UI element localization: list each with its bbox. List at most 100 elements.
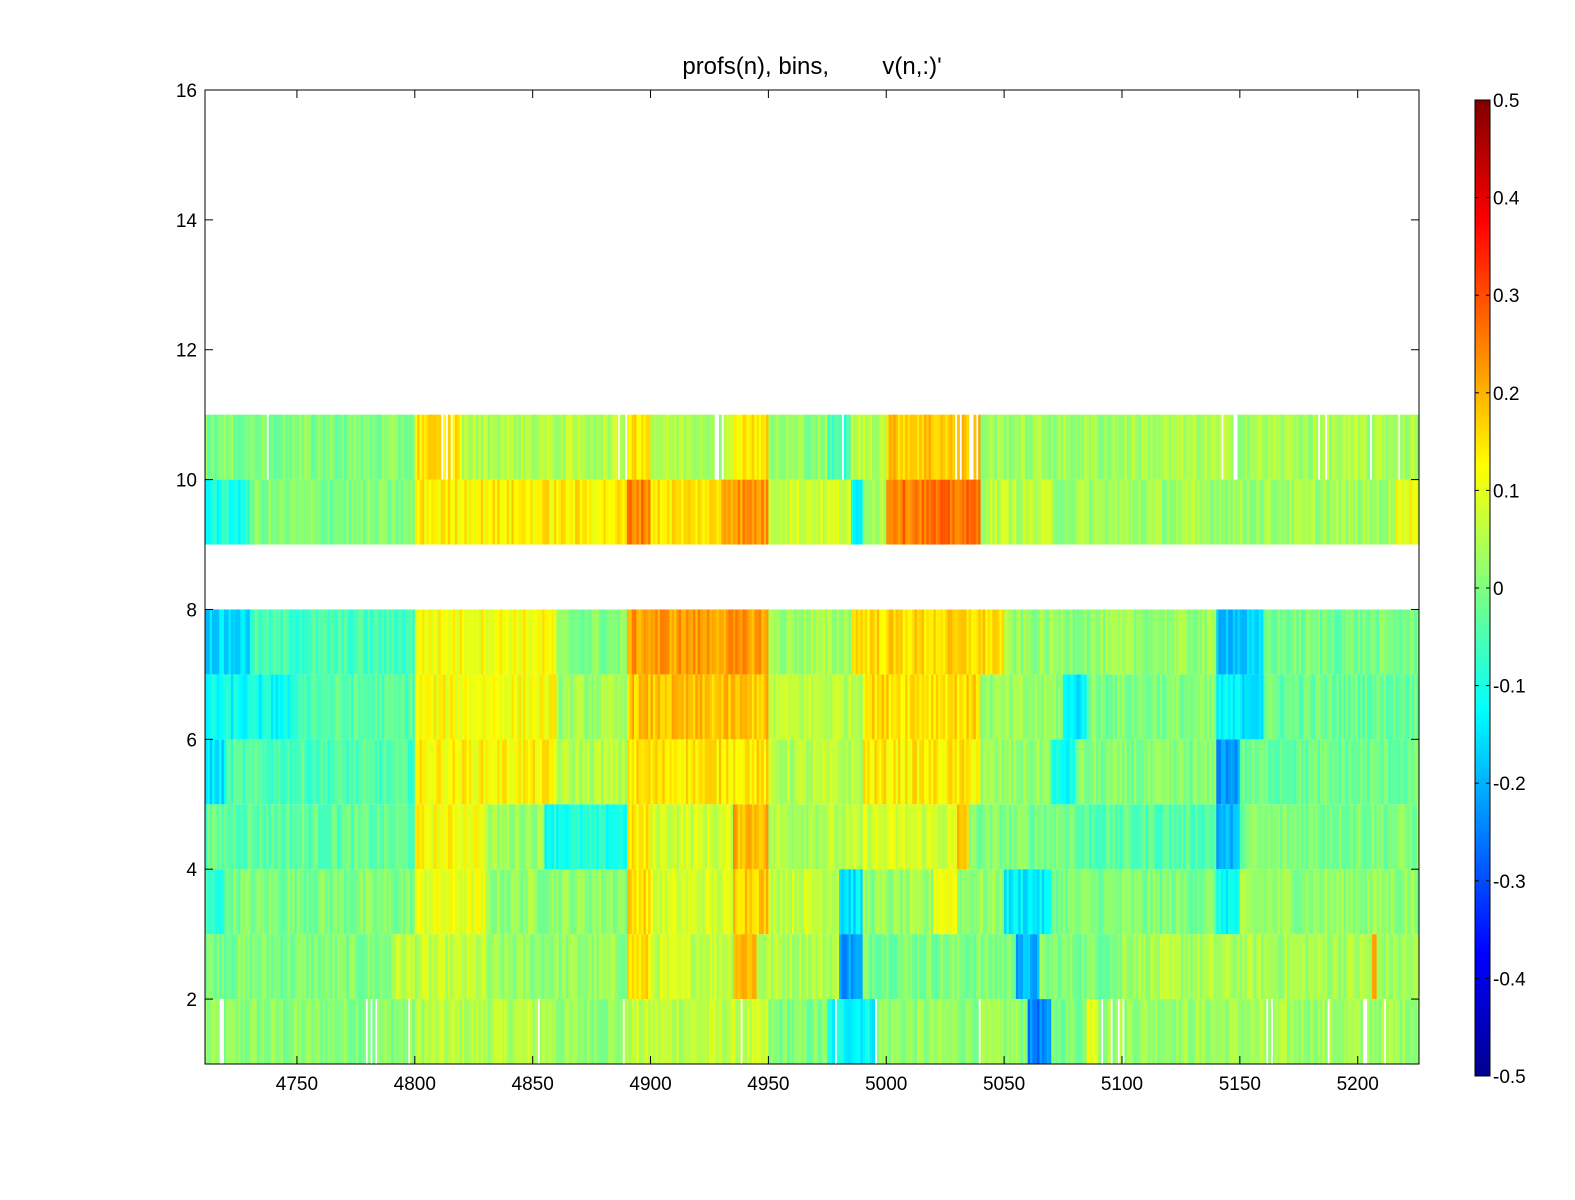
heatmap-cell (874, 479, 878, 545)
heatmap-cell (263, 999, 267, 1064)
heatmap-cell (648, 479, 652, 545)
heatmap-cell (299, 869, 303, 935)
heatmap-cell (1244, 609, 1248, 675)
heatmap-cell (829, 869, 833, 935)
heatmap-cell (480, 609, 484, 675)
heatmap-cell (259, 414, 263, 480)
heatmap-cell (907, 804, 911, 870)
heatmap-cell (445, 804, 449, 870)
heatmap-cell (947, 804, 951, 870)
heatmap-cell (605, 479, 609, 545)
heatmap-cell (487, 999, 491, 1064)
heatmap-cell (553, 999, 557, 1064)
heatmap-cell (1032, 674, 1036, 740)
heatmap-cell (973, 674, 977, 740)
heatmap-cell (985, 869, 989, 935)
heatmap-cell (926, 414, 930, 480)
heatmap-cell (603, 999, 607, 1064)
heatmap-cell (207, 674, 211, 740)
heatmap-cell (718, 414, 722, 480)
heatmap-cell (214, 609, 218, 675)
heatmap-cell (916, 999, 920, 1064)
heatmap-cell (1178, 609, 1182, 675)
heatmap-cell (1235, 739, 1239, 805)
heatmap-cell (407, 804, 411, 870)
heatmap-cell (572, 414, 576, 480)
heatmap-cell (1371, 609, 1375, 675)
heatmap-cell (358, 414, 362, 480)
heatmap-cell (551, 869, 555, 935)
heatmap-cell (473, 999, 477, 1064)
heatmap-cell (1381, 479, 1385, 545)
heatmap-cell (641, 804, 645, 870)
heatmap-cell (1272, 934, 1276, 1000)
heatmap-cell (461, 739, 465, 805)
heatmap-cell (1006, 934, 1010, 1000)
heatmap-cell (454, 674, 458, 740)
heatmap-cell (700, 869, 703, 935)
heatmap-cell (1173, 479, 1177, 545)
heatmap-cell (403, 999, 406, 1064)
heatmap-cell (1030, 999, 1034, 1064)
heatmap-cell (1173, 804, 1177, 870)
heatmap-cell (626, 999, 630, 1064)
heatmap-cell (1091, 479, 1095, 545)
heatmap-cell (542, 674, 546, 740)
heatmap-cell (327, 999, 331, 1064)
heatmap-cell (549, 999, 553, 1064)
heatmap-cell (1348, 414, 1352, 480)
heatmap-cell (509, 999, 513, 1064)
heatmap-cell (1301, 934, 1305, 1000)
heatmap-cell (1169, 674, 1173, 740)
heatmap-cell (403, 739, 406, 805)
heatmap-cell (794, 739, 798, 805)
heatmap-cell (271, 674, 274, 740)
heatmap-cell (1110, 869, 1114, 935)
heatmap-cell (1126, 934, 1130, 1000)
heatmap-cell (1305, 999, 1309, 1064)
heatmap-cell (535, 674, 538, 740)
heatmap-cell (433, 739, 437, 805)
heatmap-cell (1025, 869, 1029, 935)
heatmap-cell (775, 479, 779, 545)
heatmap-cell (921, 934, 925, 1000)
heatmap-cell (808, 739, 812, 805)
heatmap-cell (532, 934, 536, 1000)
heatmap-cell (1190, 934, 1194, 1000)
heatmap-cell (992, 934, 996, 1000)
heatmap-cell (1006, 414, 1010, 480)
heatmap-cell (846, 609, 850, 675)
heatmap-cell (325, 479, 329, 545)
heatmap-cell (332, 479, 336, 545)
heatmap-cell (796, 999, 800, 1064)
heatmap-cell (315, 869, 319, 935)
heatmap-cell (975, 479, 979, 545)
heatmap-cell (386, 869, 390, 935)
heatmap-cell (1018, 869, 1022, 935)
heatmap-cell (1393, 999, 1397, 1064)
heatmap-cell (466, 414, 470, 480)
heatmap-cell (645, 674, 649, 740)
heatmap-cell (1187, 999, 1191, 1064)
heatmap-cell (725, 674, 729, 740)
heatmap-cell (1381, 739, 1385, 805)
heatmap-cell (997, 609, 1001, 675)
heatmap-cell (1015, 479, 1019, 545)
heatmap-cell (1225, 414, 1229, 480)
heatmap-cell (308, 479, 312, 545)
heatmap-cell (1169, 739, 1173, 805)
heatmap-cell (758, 869, 762, 935)
heatmap-cell (353, 739, 357, 805)
heatmap-cell (695, 414, 699, 480)
heatmap-cell (1138, 414, 1142, 480)
heatmap-cell (1192, 479, 1196, 545)
heatmap-cell (294, 414, 298, 480)
heatmap-cell (417, 804, 421, 870)
heatmap-cell (973, 804, 977, 870)
heatmap-cell (509, 869, 513, 935)
heatmap-cell (473, 414, 477, 480)
heatmap-cell (883, 739, 887, 805)
heatmap-cell (766, 739, 769, 805)
heatmap-cell (822, 934, 826, 1000)
heatmap-cell (1001, 739, 1005, 805)
